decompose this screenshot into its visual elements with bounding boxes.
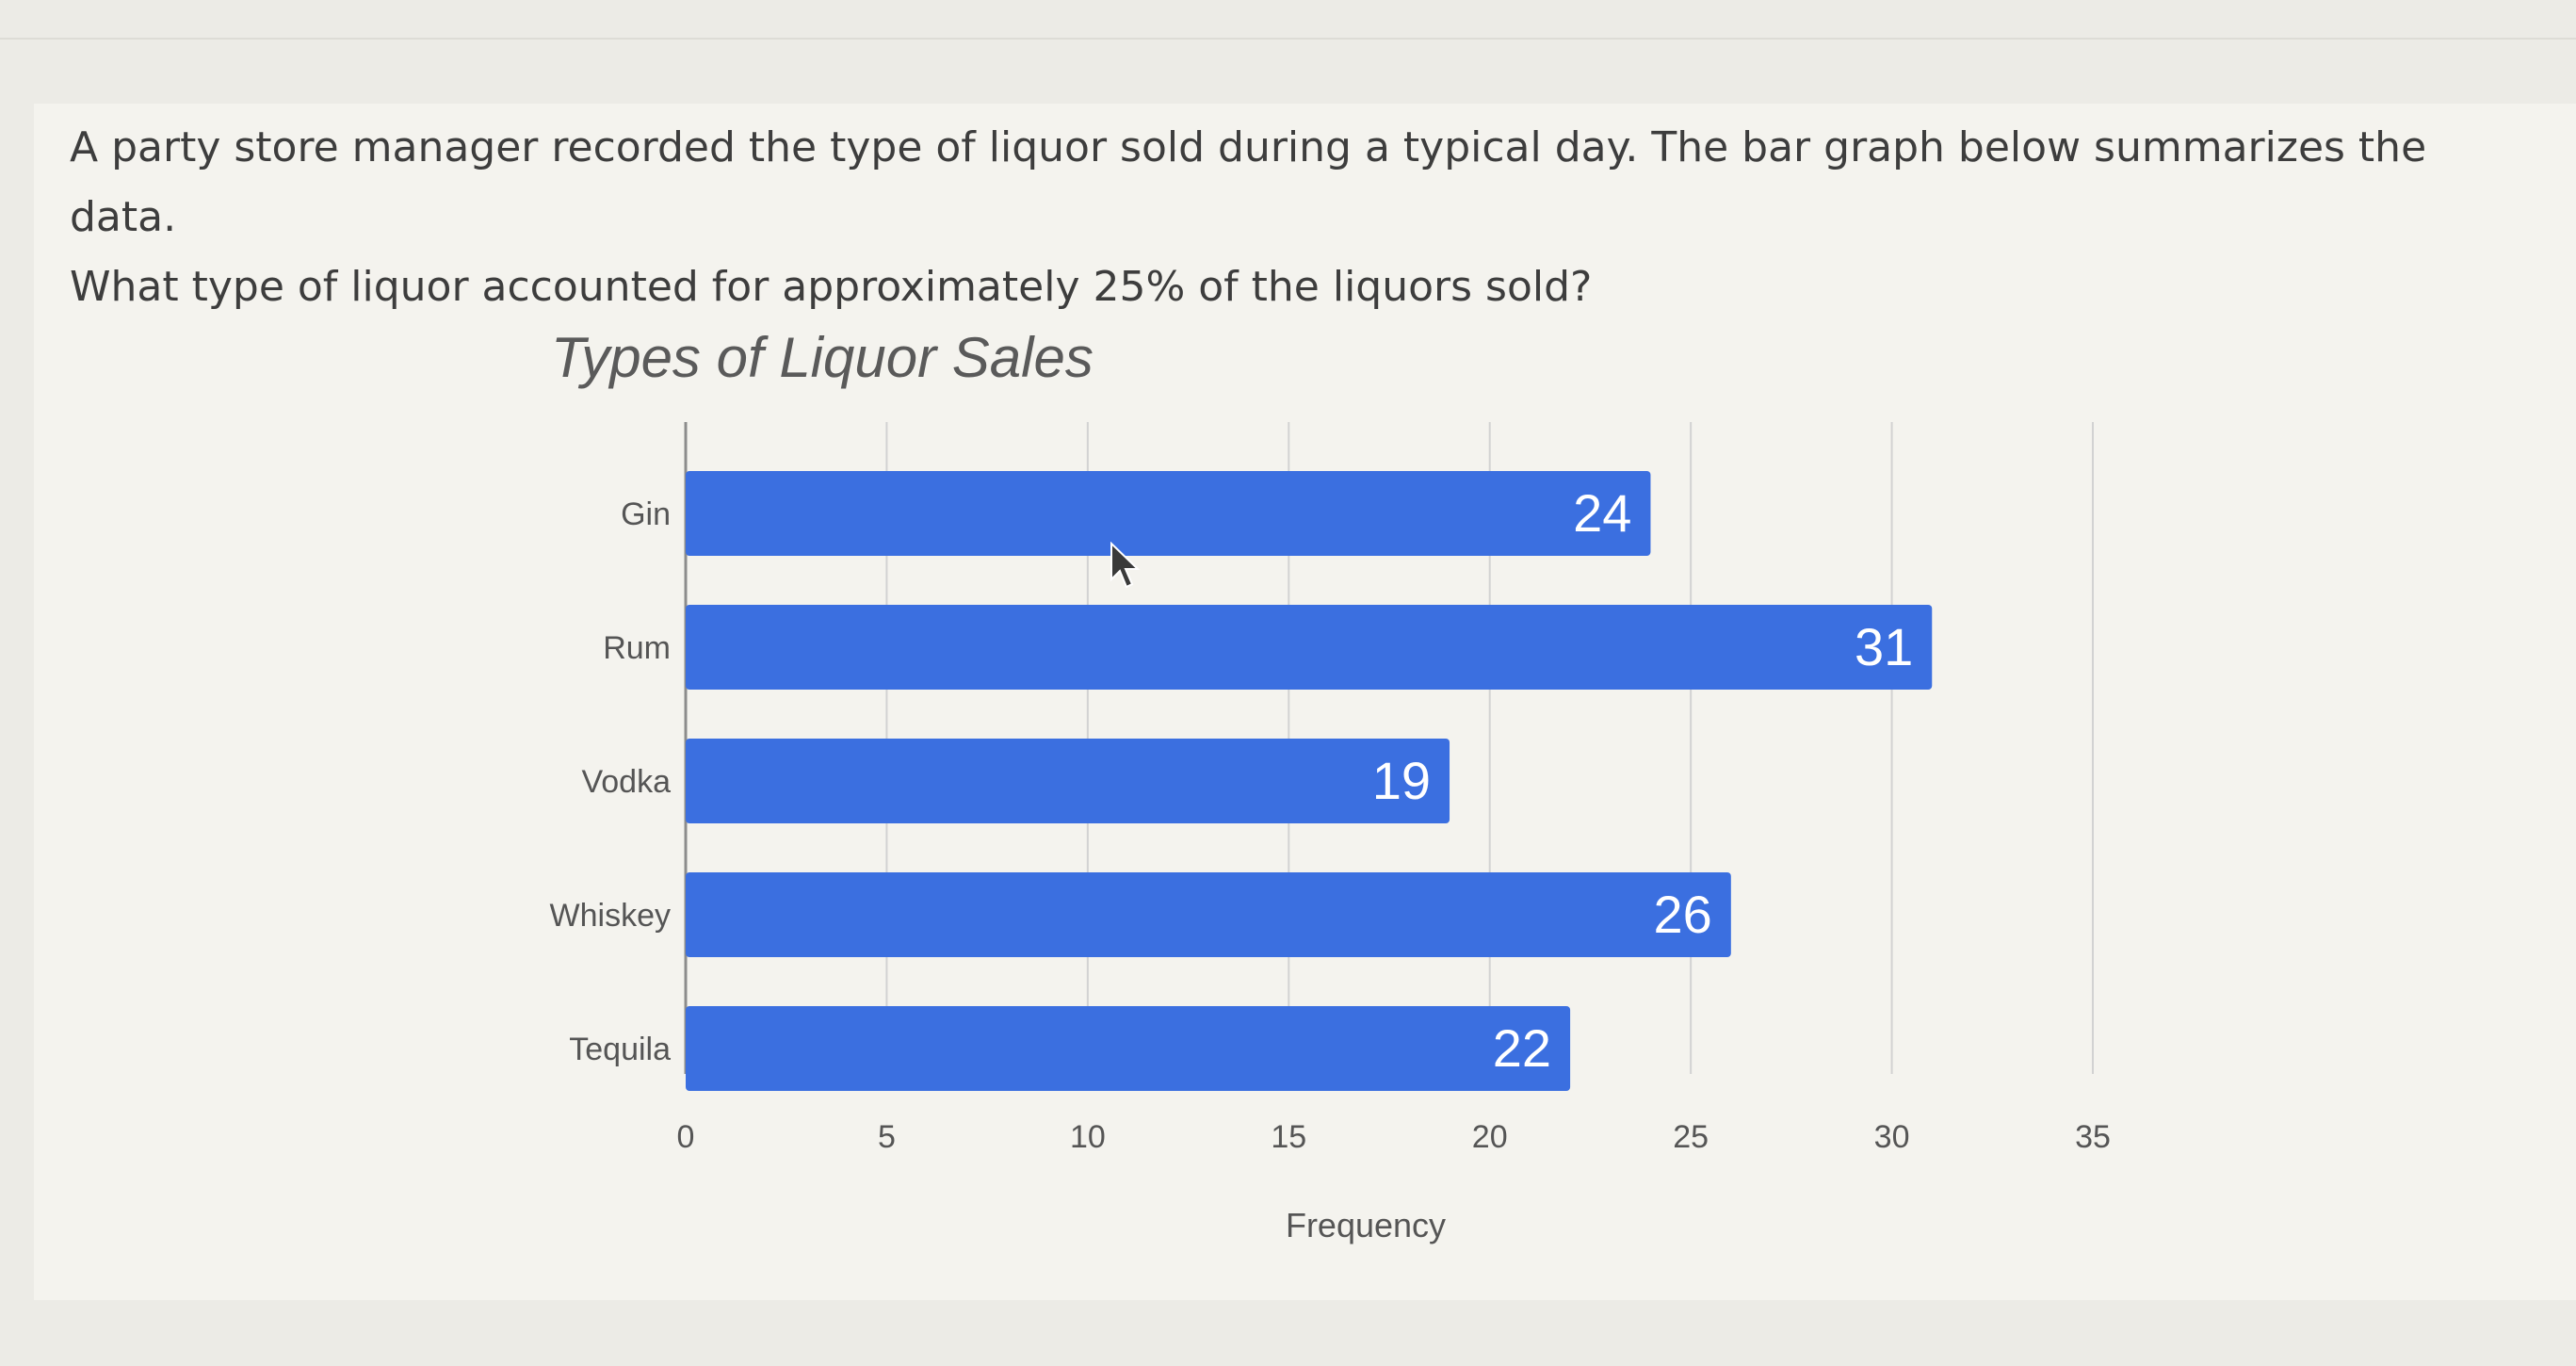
data-label: 22 bbox=[1493, 1018, 1551, 1078]
x-axis-title: Frequency bbox=[1286, 1206, 1446, 1244]
bar bbox=[686, 739, 1450, 823]
x-tick-label: 5 bbox=[878, 1119, 896, 1155]
category-label: Rum bbox=[603, 630, 671, 666]
bar bbox=[686, 471, 1651, 556]
mouse-cursor-icon bbox=[1110, 542, 1141, 589]
x-tick-label: 25 bbox=[1673, 1119, 1709, 1155]
x-tick-label: 35 bbox=[2075, 1119, 2111, 1155]
x-tick-label: 0 bbox=[677, 1119, 695, 1155]
category-label: Tequila bbox=[569, 1032, 671, 1067]
bar bbox=[686, 872, 1731, 957]
category-label: Vodka bbox=[581, 764, 671, 800]
category-label: Whiskey bbox=[550, 898, 671, 934]
data-label: 31 bbox=[1855, 617, 1913, 676]
category-label: Gin bbox=[621, 496, 671, 532]
question-text: A party store manager recorded the type … bbox=[70, 113, 2519, 322]
bar bbox=[686, 605, 1933, 690]
question-line-1: A party store manager recorded the type … bbox=[70, 123, 2427, 241]
x-tick-label: 30 bbox=[1874, 1119, 1910, 1155]
data-label: 19 bbox=[1372, 751, 1431, 810]
x-tick-label: 10 bbox=[1070, 1119, 1106, 1155]
x-tick-label: 15 bbox=[1271, 1119, 1306, 1155]
question-line-2: What type of liquor accounted for approx… bbox=[70, 263, 1593, 311]
data-label: 24 bbox=[1573, 483, 1631, 543]
x-tick-label: 20 bbox=[1472, 1119, 1508, 1155]
data-label: 26 bbox=[1654, 885, 1712, 944]
question-panel bbox=[34, 104, 2576, 1300]
chart-title: Types of Liquor Sales bbox=[551, 326, 1094, 389]
bar bbox=[686, 1006, 1571, 1091]
top-divider bbox=[0, 38, 2576, 40]
